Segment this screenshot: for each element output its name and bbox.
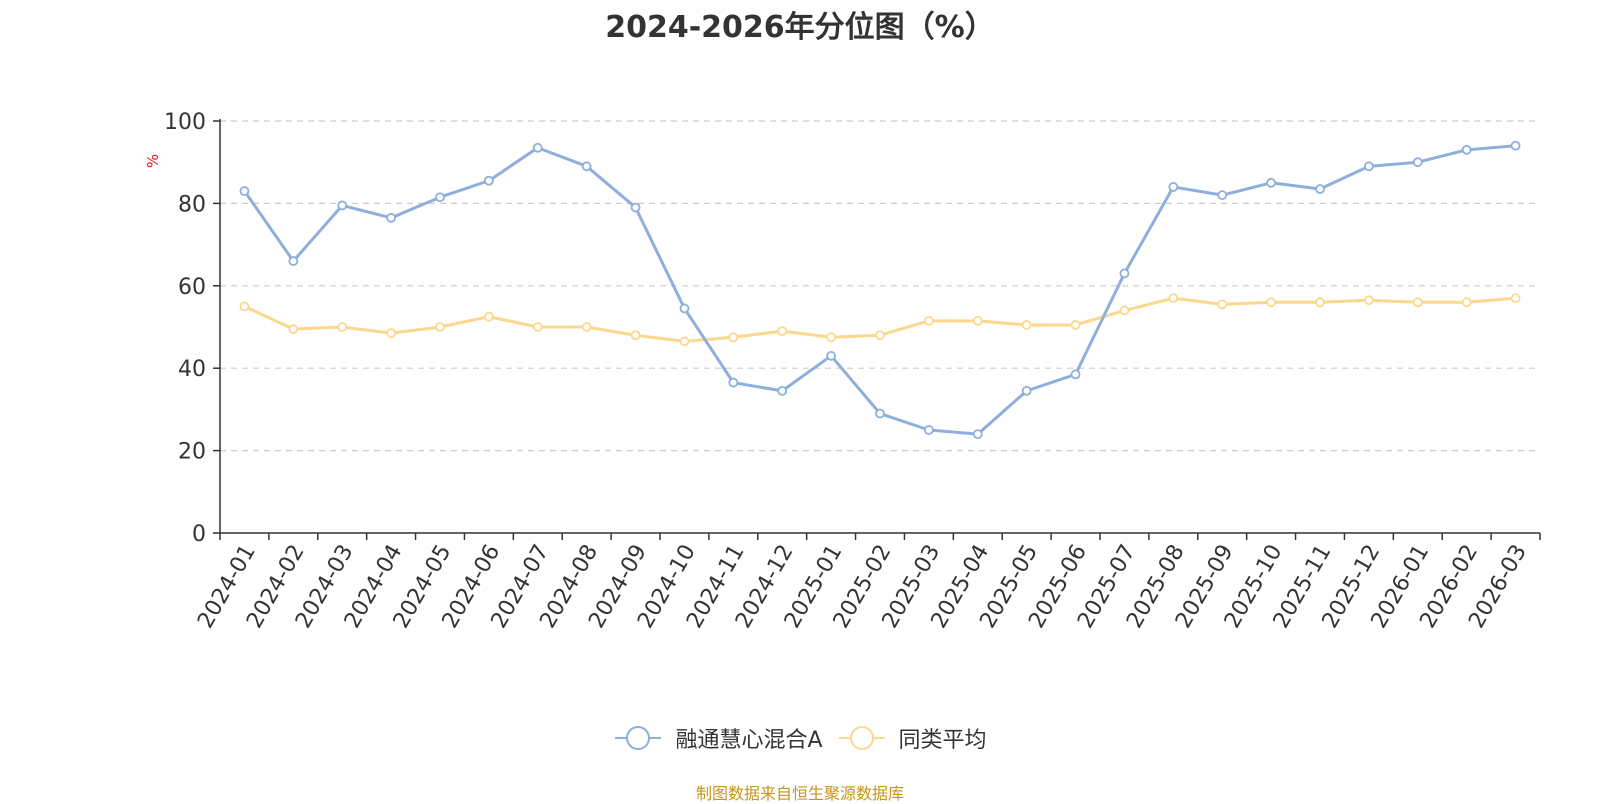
data-point-series-2 xyxy=(337,322,348,332)
legend-label-series-2: 同类平均 xyxy=(898,728,987,753)
data-point-series-1 xyxy=(239,186,250,196)
y-tick-label: 80 xyxy=(178,192,206,217)
data-point-series-2 xyxy=(1070,320,1081,330)
data-point-series-1 xyxy=(972,429,983,440)
data-point-series-1 xyxy=(1363,161,1374,172)
data-point-series-1 xyxy=(483,175,494,186)
data-point-series-1 xyxy=(337,200,348,211)
data-point-series-1 xyxy=(435,192,445,203)
data-point-series-2 xyxy=(532,322,543,332)
data-point-series-1 xyxy=(875,408,885,419)
data-point-series-2 xyxy=(435,322,445,332)
data-point-series-2 xyxy=(1217,299,1228,310)
legend-item-series-1[interactable]: 融通慧心混合A xyxy=(613,722,823,754)
data-point-series-2 xyxy=(1266,297,1277,308)
data-point-series-2 xyxy=(826,332,837,343)
data-point-series-2 xyxy=(581,322,592,332)
data-point-series-1 xyxy=(1168,182,1179,192)
legend: 融通慧心混合A 同类平均 xyxy=(0,722,1600,754)
legend-marker-series-2 xyxy=(838,726,885,750)
data-point-series-2 xyxy=(1119,305,1130,316)
legend-label-series-1: 融通慧心混合A xyxy=(675,728,823,753)
data-point-series-2 xyxy=(1412,297,1423,308)
data-point-series-1 xyxy=(1412,157,1423,168)
data-point-series-1 xyxy=(923,425,934,435)
data-point-series-2 xyxy=(923,315,934,326)
data-point-series-2 xyxy=(1315,297,1325,308)
y-tick-label: 40 xyxy=(178,357,206,382)
data-point-series-1 xyxy=(777,385,788,396)
chart-title: 2024-2026年分位图（%） xyxy=(605,10,995,45)
y-tick-label: 0 xyxy=(192,522,206,547)
data-point-series-2 xyxy=(483,311,494,322)
data-point-series-1 xyxy=(1510,140,1521,151)
data-point-series-1 xyxy=(1119,268,1130,279)
data-point-series-1 xyxy=(679,303,690,314)
data-point-series-2 xyxy=(875,330,885,341)
data-point-series-2 xyxy=(1363,295,1374,306)
data-point-series-2 xyxy=(1510,293,1521,304)
data-point-series-1 xyxy=(1315,184,1325,194)
data-point-series-1 xyxy=(826,350,837,361)
data-point-series-2 xyxy=(288,324,299,334)
data-point-series-1 xyxy=(532,142,543,153)
y-tick-label: 100 xyxy=(164,110,206,135)
y-tick-label: 20 xyxy=(178,440,206,465)
data-point-series-1 xyxy=(1070,369,1081,380)
data-point-series-2 xyxy=(777,326,788,337)
y-tick-label: 60 xyxy=(178,275,206,300)
data-point-series-1 xyxy=(581,161,592,172)
data-point-series-1 xyxy=(728,377,739,388)
data-point-series-1 xyxy=(1021,385,1032,396)
data-point-series-2 xyxy=(1168,293,1179,304)
legend-marker-series-1 xyxy=(615,726,662,750)
data-point-series-1 xyxy=(1461,144,1472,155)
legend-item-series-2[interactable]: 同类平均 xyxy=(837,722,987,754)
data-source-note: 制图数据来自恒生聚源数据库 xyxy=(695,784,904,803)
data-point-series-1 xyxy=(1266,177,1277,188)
data-point-series-2 xyxy=(1021,320,1032,330)
data-point-series-2 xyxy=(679,336,690,347)
data-point-series-1 xyxy=(630,202,641,213)
data-point-series-2 xyxy=(728,332,739,343)
data-point-series-2 xyxy=(630,330,641,341)
data-point-series-1 xyxy=(288,256,299,266)
data-point-series-2 xyxy=(1461,297,1472,308)
data-point-series-1 xyxy=(386,212,397,223)
data-point-series-2 xyxy=(972,315,983,326)
data-point-series-2 xyxy=(386,328,397,339)
data-point-series-2 xyxy=(239,301,250,312)
data-point-series-1 xyxy=(1217,190,1228,201)
